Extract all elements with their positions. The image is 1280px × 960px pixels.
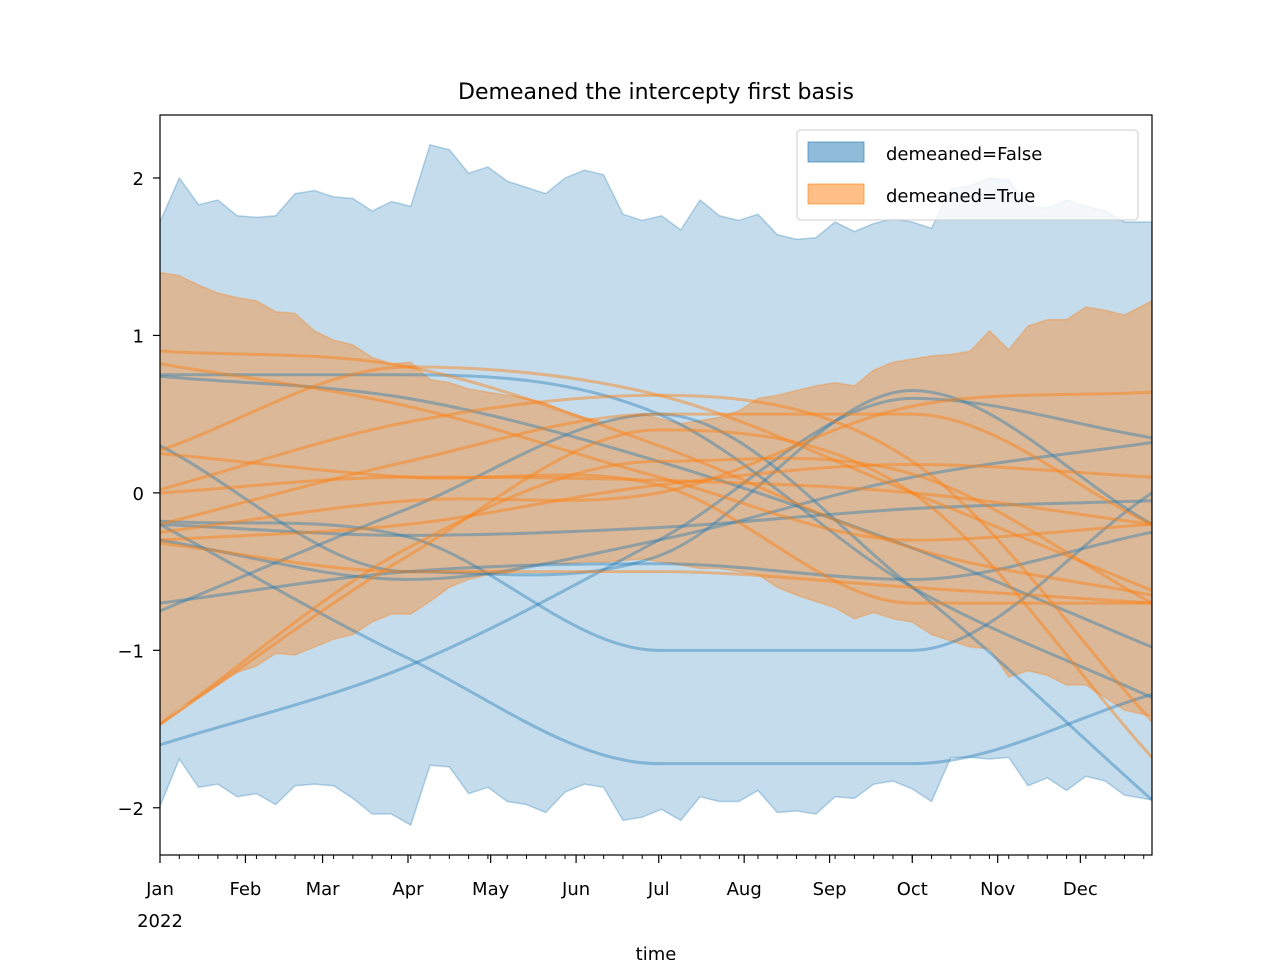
curve-demeaned-true-3 xyxy=(160,365,1152,592)
x-tick-label: May xyxy=(472,879,510,900)
y-tick-label: −1 xyxy=(117,641,144,662)
x-tick-label: Aug xyxy=(727,879,762,900)
x-tick-label: Jan xyxy=(145,879,174,900)
curve-demeaned-false-3 xyxy=(160,396,1152,747)
bands-layer xyxy=(160,144,1152,827)
plot-frame xyxy=(159,114,1153,856)
x-tick-label: Feb xyxy=(229,879,261,900)
y-tick-label: 1 xyxy=(133,326,144,347)
y-axis: 2 1 0 −1 −2 xyxy=(117,169,160,820)
legend-swatch-false xyxy=(807,141,865,163)
curve-demeaned-false-8 xyxy=(160,441,1152,581)
legend: demeaned=False demeaned=True xyxy=(796,129,1139,221)
curve-demeaned-false-6 xyxy=(160,523,1152,766)
curve-demeaned-true-1 xyxy=(160,349,1152,597)
curve-demeaned-false-7 xyxy=(160,491,1152,652)
y-tick-label: 2 xyxy=(133,169,144,190)
x-axis: Jan 2022 Feb Mar Apr May Jun Jul Aug Sep Oct Nov Dec xyxy=(137,855,1145,932)
curves-layer xyxy=(160,349,1152,802)
curve-demeaned-true-9 xyxy=(160,452,1152,605)
curve-demeaned-false-1 xyxy=(160,373,1152,699)
legend-label-true: demeaned=True xyxy=(886,186,1035,207)
curve-demeaned-true-11 xyxy=(160,475,1152,526)
chart-title: Demeaned the intercepty first basis xyxy=(458,80,854,105)
curve-demeaned-false-4 xyxy=(160,412,1152,802)
x-axis-label: time xyxy=(636,944,677,960)
curve-demeaned-true-4 xyxy=(160,393,1152,723)
curve-demeaned-false-10 xyxy=(160,499,1152,537)
curve-demeaned-false-9 xyxy=(160,374,1152,649)
y-tick-label: 0 xyxy=(133,484,144,505)
x-tick-label: Nov xyxy=(980,879,1015,900)
x-tick-label: Dec xyxy=(1063,879,1098,900)
x-tick-label: Oct xyxy=(897,879,928,900)
legend-frame xyxy=(796,129,1139,221)
curve-demeaned-true-8 xyxy=(160,463,1152,542)
curve-demeaned-true-12 xyxy=(160,541,1152,605)
curve-demeaned-true-5 xyxy=(160,412,1152,526)
x-tick-label: Sep xyxy=(813,879,847,900)
y-tick-label: −2 xyxy=(117,799,144,820)
legend-swatch-true xyxy=(807,183,865,205)
x-tick-label: Apr xyxy=(392,879,424,900)
legend-label-false: demeaned=False xyxy=(886,144,1042,165)
curve-demeaned-true-7 xyxy=(160,456,1152,726)
curve-demeaned-true-2 xyxy=(160,362,1152,542)
x-tick-label: Mar xyxy=(306,879,341,900)
band-demeaned-false xyxy=(160,144,1152,827)
band-demeaned-true xyxy=(160,271,1152,726)
x-tick-label: Jun xyxy=(561,879,590,900)
x-tick-sublabel: 2022 xyxy=(137,911,183,932)
curve-demeaned-true-6 xyxy=(160,428,1152,759)
curve-demeaned-false-5 xyxy=(160,530,1152,605)
curve-demeaned-false-2 xyxy=(160,389,1152,577)
x-tick-label: Jul xyxy=(647,879,670,900)
curve-demeaned-true-10 xyxy=(160,390,1152,534)
